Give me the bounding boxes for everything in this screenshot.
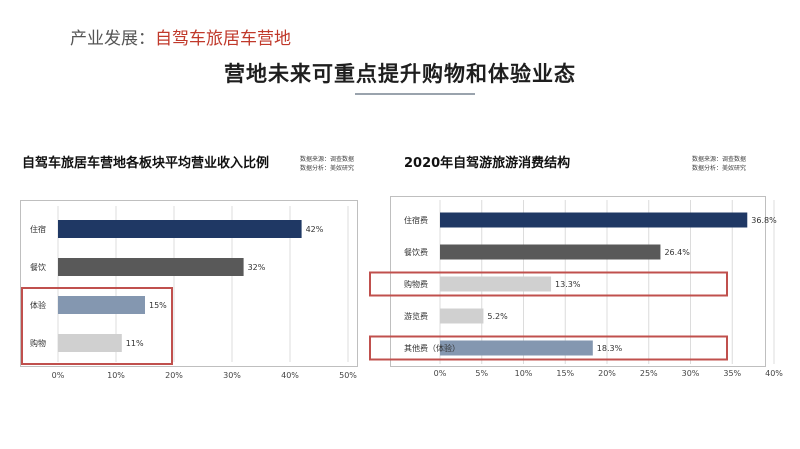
x-tick-label: 40% — [765, 369, 783, 378]
data-label: 26.4% — [664, 248, 690, 257]
x-tick-label: 50% — [339, 371, 357, 380]
data-label: 36.8% — [751, 216, 777, 225]
category-label: 住宿费 — [404, 215, 428, 225]
chart-2-source-line: 数据来源：调查数据 — [692, 156, 747, 163]
x-tick-label: 20% — [165, 371, 183, 380]
data-label: 42% — [306, 225, 324, 234]
bar — [440, 276, 552, 292]
category-label: 游览费 — [404, 311, 428, 321]
bar — [440, 244, 661, 260]
category-label: 体验 — [30, 300, 46, 310]
x-tick-label: 25% — [640, 369, 658, 378]
bar — [440, 212, 748, 228]
slide-title: 营地未来可重点提升购物和体验业态 — [224, 62, 576, 86]
category-label: 其他费（体验） — [404, 343, 460, 353]
x-tick-label: 0% — [434, 369, 447, 378]
x-tick-label: 30% — [682, 369, 700, 378]
header-prefix: 产业发展： — [70, 29, 155, 49]
chart-1-source: 数据来源：调查数据 数据分析：美奴研究 — [300, 155, 354, 173]
x-tick-label: 10% — [515, 369, 533, 378]
chart-1-title: 自驾车旅居车营地各板块平均营业收入比例 — [22, 156, 270, 171]
category-label: 购物费 — [404, 279, 428, 289]
category-label: 餐饮 — [30, 262, 46, 272]
x-tick-label: 30% — [223, 371, 241, 380]
data-label: 32% — [248, 263, 266, 272]
chart-2-source-line: 数据分析：美奴研究 — [692, 165, 747, 172]
bar — [58, 296, 145, 314]
bar — [58, 220, 302, 238]
highlight-box — [369, 271, 728, 297]
highlight-box — [21, 287, 173, 365]
highlight-box — [369, 335, 728, 361]
bar — [58, 334, 122, 352]
x-tick-label: 20% — [598, 369, 616, 378]
x-tick-label: 5% — [475, 369, 488, 378]
bar — [440, 308, 484, 324]
x-tick-label: 35% — [723, 369, 741, 378]
x-tick-label: 10% — [107, 371, 125, 380]
data-label: 18.3% — [597, 344, 623, 353]
data-label: 5.2% — [487, 312, 508, 321]
bar — [58, 258, 244, 276]
x-tick-label: 15% — [556, 369, 574, 378]
header-topic: 自驾车旅居车营地 — [155, 29, 291, 49]
chart-2-title: 2020年自驾游旅游消费结构 — [404, 156, 571, 171]
chart-2-source: 数据来源：调查数据 数据分析：美奴研究 — [692, 155, 746, 173]
category-label: 住宿 — [30, 224, 46, 234]
bar — [440, 340, 593, 356]
chart-1-source-line: 数据分析：美奴研究 — [300, 165, 355, 172]
x-tick-label: 0% — [52, 371, 65, 380]
data-label: 13.3% — [555, 280, 581, 289]
slide-header: 产业发展：自驾车旅居车营地 — [70, 24, 291, 49]
category-label: 餐饮费 — [404, 247, 428, 257]
x-tick-label: 40% — [281, 371, 299, 380]
title-underline — [355, 93, 475, 95]
category-label: 购物 — [30, 338, 46, 348]
chart-1-source-line: 数据来源：调查数据 — [300, 156, 355, 163]
data-label: 11% — [126, 339, 144, 348]
data-label: 15% — [149, 301, 167, 310]
